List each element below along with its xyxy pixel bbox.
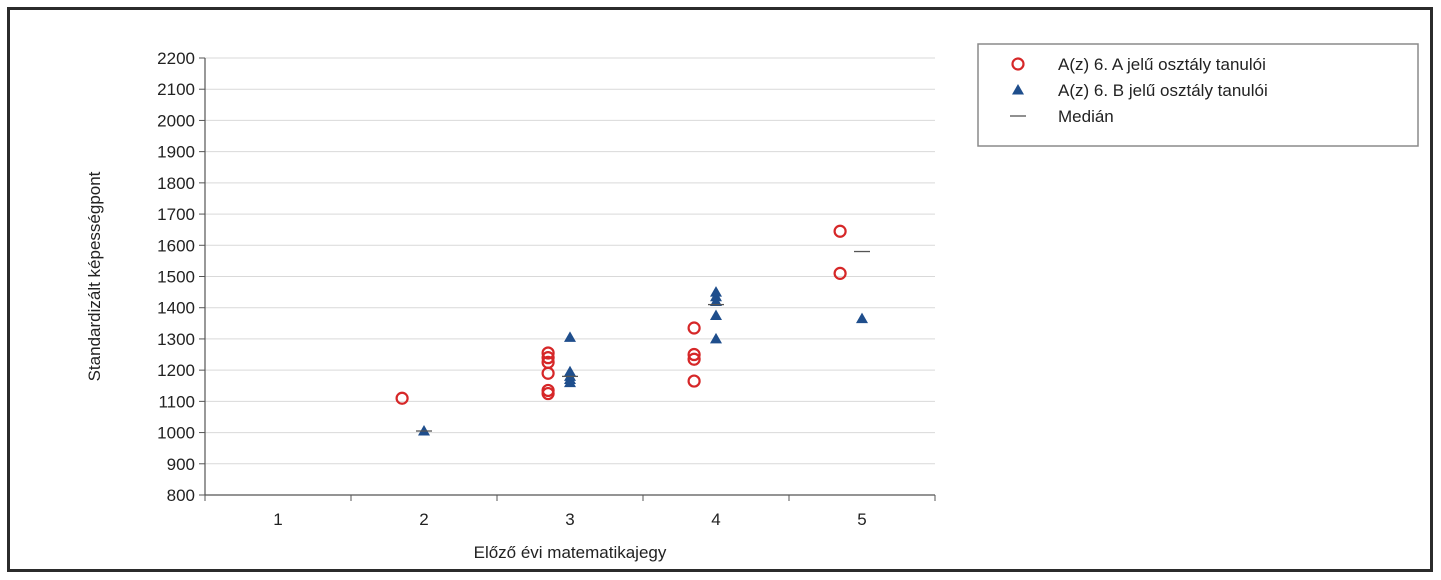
legend: A(z) 6. A jelű osztály tanulói A(z) 6. B … — [977, 43, 1419, 147]
axes: 800 900 1000 1100 1200 1300 1400 1500 1600 1700 18… — [157, 49, 936, 529]
y-tick-label: 800 — [167, 486, 195, 505]
data-points — [395, 224, 870, 436]
point-class-a — [687, 374, 701, 388]
point-class-a — [395, 391, 409, 405]
point-class-a — [687, 352, 701, 366]
y-tick-label: 1100 — [158, 392, 195, 411]
gridlines — [205, 57, 935, 465]
point-class-b — [710, 286, 722, 297]
x-axis-title: Előző évi matematikajegy — [474, 543, 667, 562]
y-tick-label: 1800 — [157, 174, 195, 193]
legend-marker — [1011, 57, 1025, 71]
point-class-a — [541, 346, 555, 360]
y-tick-label: 1900 — [157, 143, 195, 162]
y-tick-label: 1600 — [157, 236, 195, 255]
legend-label: A(z) 6. A jelű osztály tanulói — [1058, 55, 1266, 74]
y-tick-label: 2200 — [157, 49, 195, 68]
point-class-a — [541, 383, 555, 398]
x-tick-label: 4 — [711, 510, 720, 529]
y-tick-label: 1500 — [157, 268, 195, 287]
x-tick-label: 5 — [857, 510, 866, 529]
x-tick-label: 3 — [565, 510, 574, 529]
point-class-a — [833, 266, 847, 280]
y-tick-label: 1300 — [157, 330, 195, 349]
point-class-b — [564, 365, 576, 377]
point-class-a — [541, 366, 555, 380]
y-tick-label: 1700 — [157, 205, 195, 224]
legend-label: A(z) 6. B jelű osztály tanulói — [1058, 81, 1268, 100]
point-class-b — [418, 425, 430, 436]
point-class-a — [541, 355, 555, 369]
point-class-a — [833, 224, 847, 238]
y-tick-label: 2100 — [157, 80, 195, 99]
point-class-a — [687, 347, 701, 362]
y-axis-title: Standardizált képességpont — [85, 171, 104, 381]
legend-label: Medián — [1058, 107, 1114, 126]
point-class-a — [541, 351, 555, 365]
point-class-b — [710, 309, 722, 321]
scatter-chart: 800 900 1000 1100 1200 1300 1400 1500 1600 1700 18… — [85, 43, 1419, 562]
legend-marker — [1012, 84, 1024, 95]
y-tick-label: 1000 — [157, 424, 195, 443]
y-tick-label: 2000 — [157, 111, 195, 130]
point-class-b — [564, 331, 576, 342]
point-class-b — [710, 332, 722, 344]
point-class-b — [856, 312, 868, 324]
x-tick-label: 2 — [419, 510, 428, 529]
y-tick-label: 1200 — [157, 361, 195, 380]
point-class-a — [687, 321, 701, 335]
x-tick-label: 1 — [273, 510, 282, 529]
chart-frame: 800 900 1000 1100 1200 1300 1400 1500 1600 1700 18… — [7, 7, 1433, 572]
legend-box — [977, 43, 1419, 147]
y-tick-label: 1400 — [157, 299, 195, 318]
y-tick-label: 900 — [167, 455, 195, 474]
